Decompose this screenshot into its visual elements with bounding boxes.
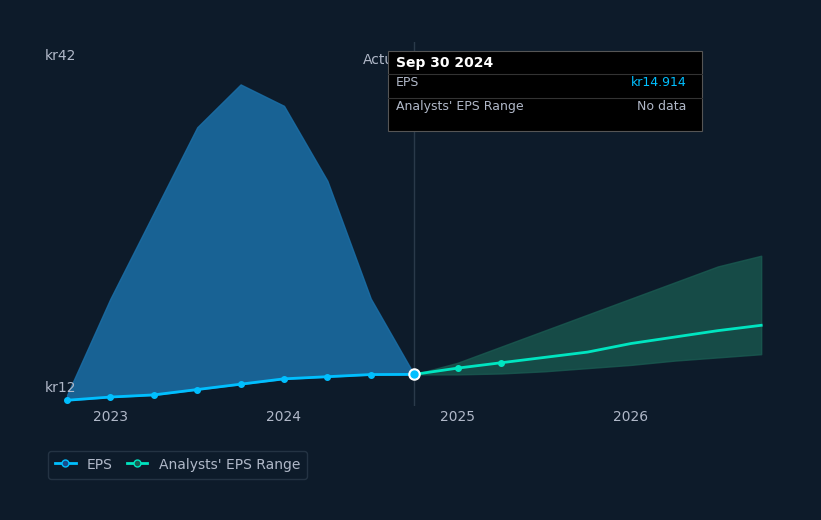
Text: kr12: kr12 — [45, 381, 76, 395]
Text: Sep 30 2024: Sep 30 2024 — [396, 56, 493, 70]
Text: EPS: EPS — [396, 76, 420, 89]
Text: Analysts' EPS Range: Analysts' EPS Range — [396, 100, 524, 113]
Text: Analysts Forecasts: Analysts Forecasts — [422, 53, 551, 67]
FancyBboxPatch shape — [388, 50, 701, 131]
Text: kr42: kr42 — [45, 49, 76, 63]
Text: No data: No data — [637, 100, 686, 113]
Legend: EPS, Analysts' EPS Range: EPS, Analysts' EPS Range — [48, 451, 307, 479]
Text: Actual: Actual — [363, 53, 406, 67]
Text: kr14.914: kr14.914 — [631, 76, 686, 89]
